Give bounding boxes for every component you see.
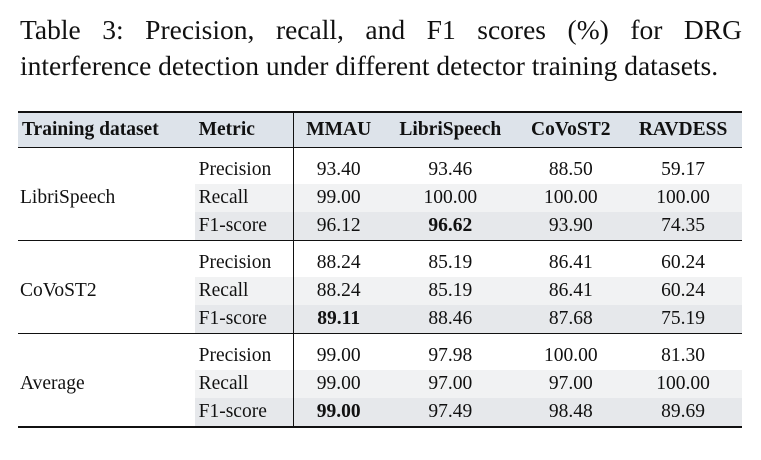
value-cell: 100.00 bbox=[624, 184, 742, 212]
metric-cell: F1-score bbox=[194, 305, 294, 334]
value-cell: 99.00 bbox=[293, 184, 384, 212]
value-cell: 81.30 bbox=[661, 345, 705, 366]
value-cell: 96.12 bbox=[293, 212, 384, 241]
spacer-cell bbox=[18, 334, 195, 343]
value-cell: 88.24 bbox=[293, 277, 384, 305]
value-cell: 85.19 bbox=[428, 252, 473, 273]
value-cell: 60.24 bbox=[624, 277, 742, 305]
metric-cell: Precision bbox=[198, 252, 272, 273]
value-cell: 99.00 bbox=[293, 398, 384, 427]
data-row: Recall 88.24 85.19 86.41 60.24 bbox=[18, 277, 742, 305]
value-cell: 74.35 bbox=[624, 212, 742, 241]
data-row: Recall 99.00 100.00 100.00 100.00 bbox=[18, 184, 742, 212]
header-row: Training dataset Metric MMAU LibriSpeech CoV… bbox=[18, 112, 742, 148]
value-cell: 96.62 bbox=[383, 212, 518, 241]
value-cell: 88.24 bbox=[293, 249, 384, 277]
spacer-cell bbox=[195, 334, 294, 343]
value-cell: 97.49 bbox=[383, 398, 518, 427]
value-cell: 88.50 bbox=[548, 159, 593, 180]
metric-cell: F1-score bbox=[194, 212, 294, 241]
value-cell: 100.00 bbox=[543, 345, 598, 366]
row-group: CoVoST2 Precision 88.24 85.19 86.41 60.24 Reca… bbox=[18, 240, 742, 334]
column-header: CoVoST2 bbox=[531, 119, 611, 140]
value-cell: 97.00 bbox=[517, 370, 625, 398]
column-header: RAVDESS bbox=[638, 119, 728, 140]
value-cell: 93.90 bbox=[517, 212, 625, 241]
spacer-cell bbox=[195, 241, 294, 250]
value-cell: 97.00 bbox=[383, 370, 518, 398]
metric-cell: Recall bbox=[194, 277, 294, 305]
column-header: Training dataset bbox=[22, 119, 159, 140]
value-cell: 87.68 bbox=[517, 305, 625, 334]
spacer-cell bbox=[293, 240, 742, 249]
spacer bbox=[18, 333, 742, 343]
metric-cell: Recall bbox=[194, 184, 294, 212]
data-row: Average Precision 99.00 97.98 100.00 81.30 bbox=[18, 342, 742, 394]
spacer-cell bbox=[18, 148, 195, 157]
spacer-cell bbox=[18, 241, 195, 250]
value-cell: 59.17 bbox=[661, 159, 705, 180]
value-cell: 86.41 bbox=[548, 252, 593, 273]
data-row: F1-score 99.00 97.49 98.48 89.69 bbox=[18, 398, 742, 427]
value-cell: 60.24 bbox=[661, 252, 705, 273]
spacer bbox=[18, 147, 742, 157]
value-cell: 98.48 bbox=[517, 398, 625, 427]
metric-cell: Precision bbox=[198, 345, 272, 366]
metric-cell: Recall bbox=[194, 370, 294, 398]
column-header: MMAU bbox=[293, 112, 384, 148]
row-group: LibriSpeech Precision 93.40 93.46 88.50 59.17… bbox=[18, 147, 742, 241]
caption: Table 3: Precision, recall, and F1 score… bbox=[20, 14, 742, 81]
value-cell: 89.69 bbox=[624, 398, 742, 427]
dataset-cell: CoVoST2 bbox=[20, 280, 97, 301]
column-header: LibriSpeech bbox=[399, 119, 502, 140]
value-cell: 100.00 bbox=[517, 184, 625, 212]
data-row: CoVoST2 Precision 88.24 85.19 86.41 60.24 bbox=[18, 249, 742, 301]
row-group: Average Precision 99.00 97.98 100.00 81.30 Rec… bbox=[18, 333, 742, 427]
data-row: LibriSpeech Precision 93.40 93.46 88.50 59.17 bbox=[18, 156, 742, 208]
metric-cell: F1-score bbox=[194, 398, 294, 427]
value-cell: 85.19 bbox=[383, 277, 518, 305]
data-row: F1-score 89.11 88.46 87.68 75.19 bbox=[18, 305, 742, 334]
dataset-cell: LibriSpeech bbox=[20, 187, 116, 208]
results-table: Training dataset Metric MMAU LibriSpeech CoV… bbox=[18, 111, 742, 428]
value-cell: 100.00 bbox=[383, 184, 518, 212]
value-cell: 93.46 bbox=[428, 159, 473, 180]
value-cell: 86.41 bbox=[517, 277, 625, 305]
dataset-cell: Average bbox=[20, 373, 85, 394]
value-cell: 99.00 bbox=[293, 370, 384, 398]
value-cell: 75.19 bbox=[624, 305, 742, 334]
value-cell: 88.46 bbox=[383, 305, 518, 334]
data-row: F1-score 96.12 96.62 93.90 74.35 bbox=[18, 212, 742, 241]
metric-cell: Precision bbox=[198, 159, 272, 180]
value-cell: 100.00 bbox=[624, 370, 742, 398]
data-row: Recall 99.00 97.00 97.00 100.00 bbox=[18, 370, 742, 398]
column-header: Metric bbox=[198, 119, 255, 140]
spacer bbox=[18, 240, 742, 250]
spacer-cell bbox=[293, 333, 742, 342]
value-cell: 97.98 bbox=[428, 345, 473, 366]
spacer-cell bbox=[195, 148, 294, 157]
spacer-cell bbox=[293, 147, 742, 156]
value-cell: 89.11 bbox=[293, 305, 384, 334]
value-cell: 99.00 bbox=[293, 342, 384, 370]
value-cell: 93.40 bbox=[293, 156, 384, 184]
